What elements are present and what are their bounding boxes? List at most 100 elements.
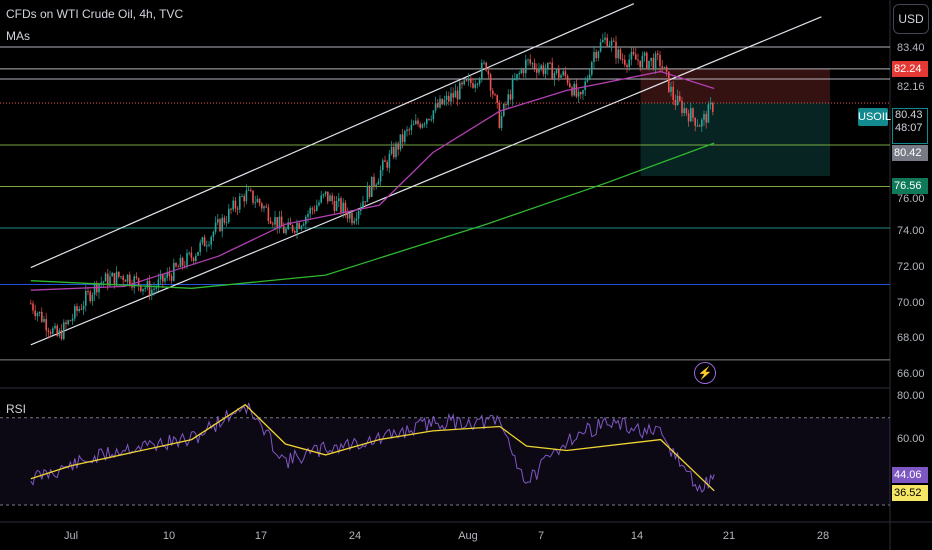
candle-body bbox=[355, 218, 358, 221]
candle-body bbox=[74, 306, 76, 319]
candle-body bbox=[177, 266, 179, 268]
candle-body bbox=[511, 79, 514, 100]
candle-body bbox=[500, 115, 503, 128]
currency-button[interactable]: USD bbox=[893, 4, 929, 34]
candle-body bbox=[307, 213, 309, 217]
candle-body bbox=[109, 276, 111, 286]
candle-body bbox=[302, 224, 305, 226]
candle-body bbox=[465, 80, 468, 82]
candle-body bbox=[597, 51, 600, 59]
chart-title: CFDs on WTI Crude Oil, 4h, TVC bbox=[6, 7, 184, 21]
rsi-title[interactable]: RSI bbox=[6, 402, 27, 416]
candle-body bbox=[540, 65, 542, 69]
candle-body bbox=[344, 202, 347, 213]
candle-body bbox=[584, 81, 586, 90]
ma-slow-line bbox=[30, 142, 715, 289]
candle-body bbox=[148, 281, 151, 296]
candle-body bbox=[386, 161, 388, 168]
candle-body bbox=[107, 273, 109, 286]
candle-body bbox=[454, 90, 457, 98]
candle-body bbox=[151, 289, 153, 296]
candle-body bbox=[272, 223, 274, 225]
time-tick: 28 bbox=[816, 530, 830, 542]
candle-body bbox=[351, 213, 353, 224]
candle-body bbox=[628, 59, 630, 68]
candle-body bbox=[445, 95, 448, 101]
candle-body bbox=[694, 117, 696, 126]
candle-body bbox=[685, 108, 688, 114]
candle-body bbox=[670, 86, 672, 92]
candle-body bbox=[437, 103, 439, 108]
candle-body bbox=[553, 73, 556, 80]
candle-body bbox=[382, 160, 384, 171]
candle-body bbox=[533, 63, 536, 69]
rsi-band bbox=[0, 417, 890, 505]
candle-body bbox=[683, 108, 685, 114]
candle-body bbox=[692, 108, 694, 118]
indicator-label-mas[interactable]: MAs bbox=[6, 29, 30, 43]
candle-body bbox=[659, 54, 661, 67]
candle-body bbox=[492, 90, 494, 95]
candle-body bbox=[309, 208, 311, 214]
candle-body bbox=[188, 252, 190, 254]
lightning-icon[interactable]: ⚡ bbox=[694, 362, 716, 384]
candle-body bbox=[571, 87, 573, 96]
candle-body bbox=[283, 226, 285, 234]
candle-body bbox=[243, 195, 245, 202]
current-price: 80.43 bbox=[895, 109, 923, 121]
candle-body bbox=[294, 230, 296, 233]
time-tick: 7 bbox=[537, 530, 545, 542]
symbol-badge: USOIL bbox=[858, 108, 891, 126]
candle-body bbox=[404, 131, 406, 142]
candle-body bbox=[421, 124, 424, 128]
candle-body bbox=[285, 229, 287, 234]
candle-body bbox=[591, 62, 593, 75]
candle-body bbox=[395, 143, 397, 158]
candle-body bbox=[133, 276, 135, 288]
candle-body bbox=[637, 59, 639, 61]
candle-body bbox=[313, 209, 316, 211]
candle-body bbox=[142, 288, 144, 292]
price-tick: 83.40 bbox=[897, 42, 925, 54]
candle-body bbox=[412, 124, 415, 126]
candle-body bbox=[443, 100, 446, 105]
rsi-tick: 60.00 bbox=[897, 433, 925, 445]
candle-body bbox=[643, 52, 646, 56]
candle-body bbox=[641, 55, 644, 68]
candle-body bbox=[241, 195, 243, 197]
candle-body bbox=[329, 195, 331, 202]
candle-body bbox=[679, 95, 681, 101]
candle-body bbox=[496, 95, 498, 104]
candle-body bbox=[234, 200, 237, 209]
candle-body bbox=[228, 208, 230, 223]
candle-body bbox=[250, 189, 252, 191]
candle-body bbox=[280, 216, 283, 227]
rsi-value-tag: 44.06 bbox=[892, 467, 928, 483]
candle-body bbox=[428, 118, 430, 120]
candle-body bbox=[276, 217, 278, 229]
candle-body bbox=[47, 330, 50, 333]
candle-body bbox=[71, 318, 74, 321]
candle-body bbox=[265, 206, 267, 208]
candle-body bbox=[626, 64, 628, 68]
candle-body bbox=[30, 303, 32, 305]
candle-body bbox=[353, 220, 355, 224]
candle-body bbox=[159, 274, 162, 280]
candle-body bbox=[126, 274, 129, 282]
candle-body bbox=[555, 68, 558, 74]
candle-body bbox=[349, 213, 351, 219]
candle-body bbox=[646, 52, 648, 69]
candle-body bbox=[113, 272, 116, 286]
candle-body bbox=[179, 257, 182, 268]
current-price-tag: 80.43 48:07 bbox=[892, 108, 928, 144]
candle-body bbox=[338, 198, 340, 202]
candle-body bbox=[221, 217, 223, 232]
candle-body bbox=[76, 306, 78, 311]
candle-body bbox=[168, 272, 171, 276]
candle-body bbox=[102, 281, 105, 283]
candle-body bbox=[580, 92, 582, 95]
candle-body bbox=[698, 125, 701, 127]
candle-body bbox=[186, 253, 188, 267]
candle-body bbox=[195, 255, 197, 262]
